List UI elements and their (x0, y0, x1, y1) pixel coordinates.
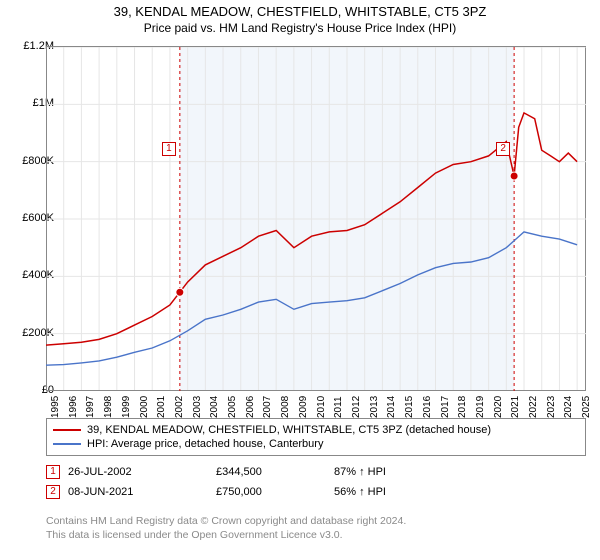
x-tick: 1996 (68, 396, 79, 418)
event-marker-label: 1 (162, 142, 176, 156)
plot-area (46, 46, 586, 390)
transaction-pct: 56% ↑ HPI (334, 486, 454, 498)
x-tick: 2002 (174, 396, 185, 418)
x-tick: 2008 (280, 396, 291, 418)
event-marker-label: 2 (496, 142, 510, 156)
x-tick: 1999 (121, 396, 132, 418)
x-tick: 2005 (227, 396, 238, 418)
x-tick: 2003 (192, 396, 203, 418)
transaction-marker: 2 (46, 485, 60, 499)
legend: 39, KENDAL MEADOW, CHESTFIELD, WHITSTABL… (46, 418, 586, 456)
x-tick: 2022 (528, 396, 539, 418)
transaction-pct: 87% ↑ HPI (334, 466, 454, 478)
legend-row: HPI: Average price, detached house, Cant… (53, 437, 579, 451)
x-tick: 2020 (493, 396, 504, 418)
footer-line: Contains HM Land Registry data © Crown c… (46, 514, 406, 528)
x-tick: 2009 (298, 396, 309, 418)
x-tick: 2016 (422, 396, 433, 418)
x-tick: 2013 (369, 396, 380, 418)
chart-subtitle: Price paid vs. HM Land Registry's House … (0, 19, 600, 35)
legend-label: HPI: Average price, detached house, Cant… (87, 438, 323, 450)
x-tick: 2021 (510, 396, 521, 418)
x-tick: 2006 (245, 396, 256, 418)
x-tick: 2015 (404, 396, 415, 418)
x-tick: 2025 (581, 396, 592, 418)
x-tick: 2000 (139, 396, 150, 418)
x-tick: 2001 (156, 396, 167, 418)
legend-swatch (53, 429, 81, 431)
transactions-table: 1 26-JUL-2002 £344,500 87% ↑ HPI 2 08-JUN-202… (46, 462, 586, 502)
plot-svg (46, 47, 586, 391)
transaction-price: £750,000 (216, 486, 326, 498)
transaction-row: 1 26-JUL-2002 £344,500 87% ↑ HPI (46, 462, 586, 482)
x-tick: 1997 (85, 396, 96, 418)
x-tick: 2004 (209, 396, 220, 418)
transaction-price: £344,500 (216, 466, 326, 478)
x-tick: 1998 (103, 396, 114, 418)
transaction-date: 26-JUL-2002 (68, 466, 208, 478)
x-tick: 1995 (50, 396, 61, 418)
x-tick: 2012 (351, 396, 362, 418)
transaction-date: 08-JUN-2021 (68, 486, 208, 498)
legend-label: 39, KENDAL MEADOW, CHESTFIELD, WHITSTABL… (87, 424, 491, 436)
x-tick: 2023 (546, 396, 557, 418)
footer-line: This data is licensed under the Open Gov… (46, 528, 406, 542)
chart-title: 39, KENDAL MEADOW, CHESTFIELD, WHITSTABL… (0, 0, 600, 19)
legend-row: 39, KENDAL MEADOW, CHESTFIELD, WHITSTABL… (53, 423, 579, 437)
x-tick: 2019 (475, 396, 486, 418)
chart-container: 39, KENDAL MEADOW, CHESTFIELD, WHITSTABL… (0, 0, 600, 560)
transaction-marker: 1 (46, 465, 60, 479)
x-tick: 2011 (333, 396, 344, 418)
x-tick: 2007 (262, 396, 273, 418)
legend-swatch (53, 443, 81, 445)
transaction-row: 2 08-JUN-2021 £750,000 56% ↑ HPI (46, 482, 586, 502)
x-tick: 2014 (386, 396, 397, 418)
attribution-footer: Contains HM Land Registry data © Crown c… (46, 514, 406, 542)
x-tick: 2017 (440, 396, 451, 418)
x-tick: 2024 (563, 396, 574, 418)
x-tick: 2018 (457, 396, 468, 418)
x-tick: 2010 (316, 396, 327, 418)
